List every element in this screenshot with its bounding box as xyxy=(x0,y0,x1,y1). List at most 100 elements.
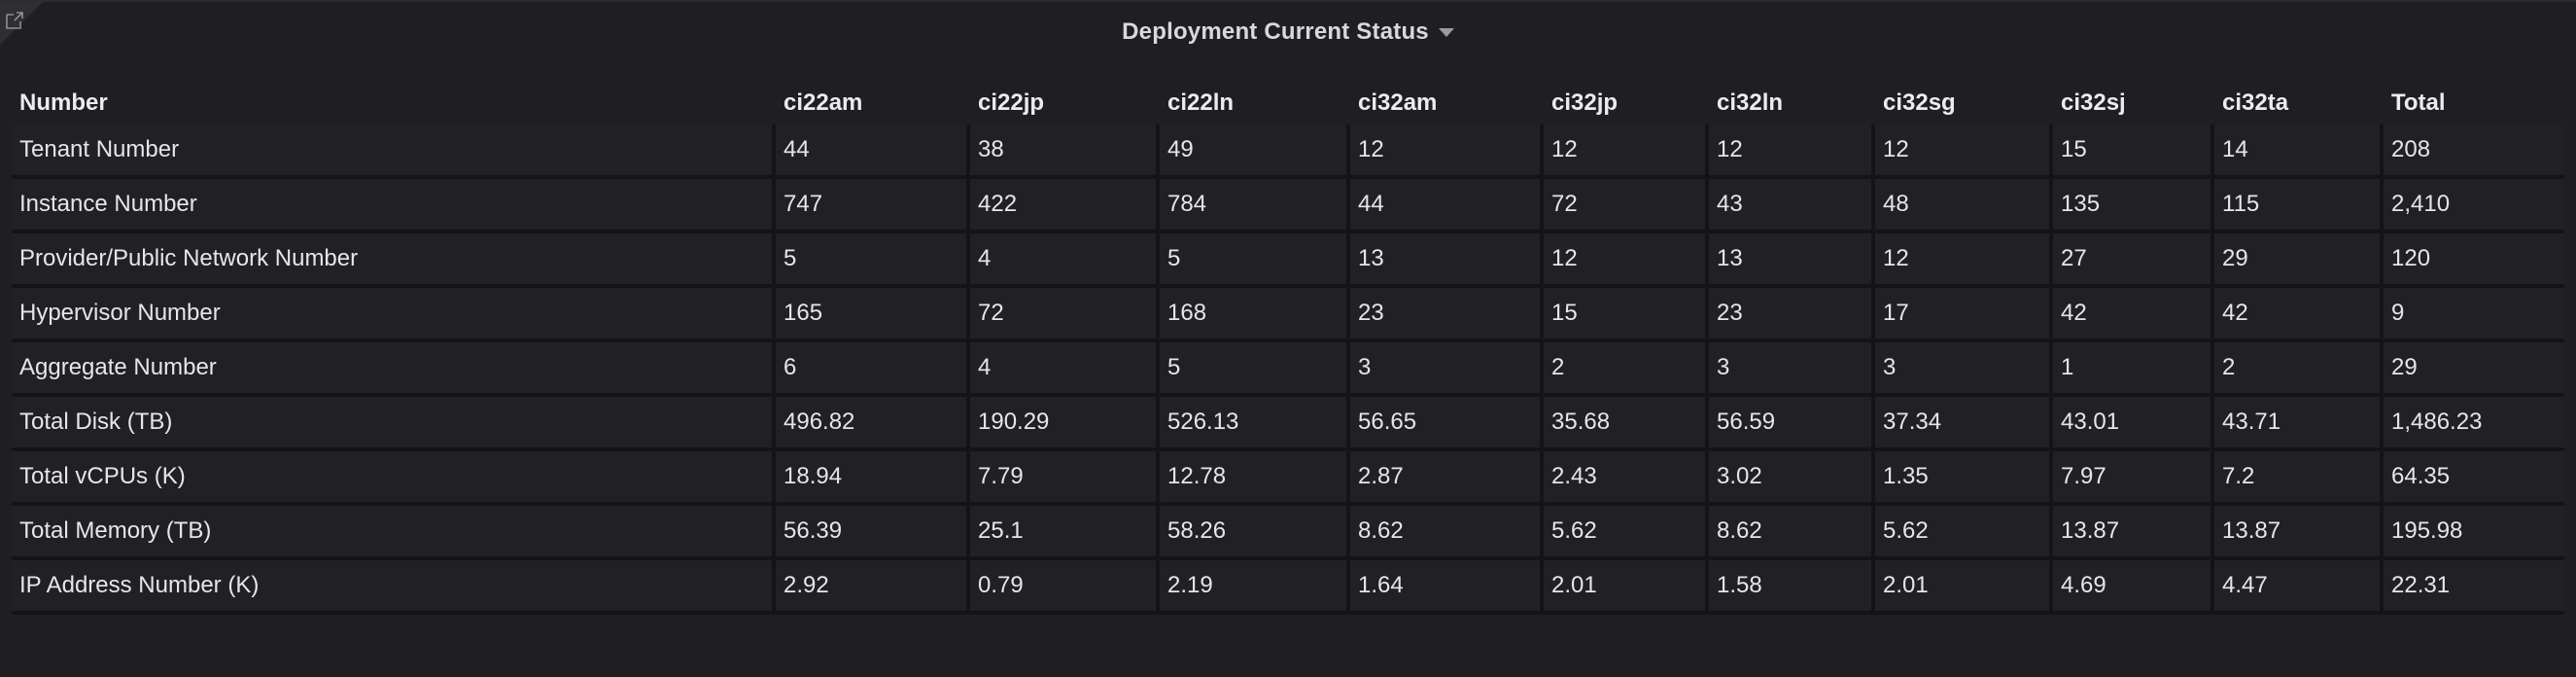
panel-title[interactable]: Deployment Current Status xyxy=(1122,18,1429,45)
table-row: Tenant Number 44 38 49 12 12 12 12 15 14 208 xyxy=(12,125,2564,179)
table-cell: 0.79 xyxy=(970,560,1160,615)
table-cell: 27 xyxy=(2053,233,2214,288)
row-label: Provider/Public Network Number xyxy=(12,233,776,288)
table-cell: 58.26 xyxy=(1160,506,1350,560)
column-header-ci32ta[interactable]: ci32ta xyxy=(2222,89,2289,116)
table-cell: 120 xyxy=(2384,233,2564,288)
table-cell: 208 xyxy=(2384,125,2564,179)
table-cell: 42 xyxy=(2214,288,2384,342)
table-cell: 12 xyxy=(1544,233,1709,288)
table-cell: 9 xyxy=(2384,288,2564,342)
table-cell: 195.98 xyxy=(2384,506,2564,560)
row-label: Total Disk (TB) xyxy=(12,397,776,451)
table-cell: 12 xyxy=(1875,233,2053,288)
table-cell: 2 xyxy=(2214,342,2384,397)
row-label: Total Memory (TB) xyxy=(12,506,776,560)
table-cell: 12.78 xyxy=(1160,451,1350,506)
table-cell: 4 xyxy=(970,233,1160,288)
table-cell: 15 xyxy=(2053,125,2214,179)
table-row: Hypervisor Number 165 72 168 23 15 23 17 42 42 9 xyxy=(12,288,2564,342)
table-cell: 43.71 xyxy=(2214,397,2384,451)
table-cell: 2.01 xyxy=(1875,560,2053,615)
row-label: Hypervisor Number xyxy=(12,288,776,342)
table-cell: 43.01 xyxy=(2053,397,2214,451)
table-cell: 2 xyxy=(1544,342,1709,397)
table-cell: 18.94 xyxy=(776,451,970,506)
table-cell: 23 xyxy=(1709,288,1875,342)
table-cell: 5.62 xyxy=(1544,506,1709,560)
table-row: Provider/Public Network Number 5 4 5 13 12 13 1… xyxy=(12,233,2564,288)
table-cell: 135 xyxy=(2053,179,2214,233)
table-cell: 2.19 xyxy=(1160,560,1350,615)
table-cell: 1,486.23 xyxy=(2384,397,2564,451)
table-cell: 17 xyxy=(1875,288,2053,342)
table-row: Total Memory (TB) 56.39 25.1 58.26 8.62 5.62 8… xyxy=(12,506,2564,560)
table-cell: 747 xyxy=(776,179,970,233)
table-cell: 2.43 xyxy=(1544,451,1709,506)
table-cell: 3 xyxy=(1350,342,1544,397)
table-cell: 1.35 xyxy=(1875,451,2053,506)
table-cell: 38 xyxy=(970,125,1160,179)
table-cell: 12 xyxy=(1544,125,1709,179)
row-label: Instance Number xyxy=(12,179,776,233)
table-body: Tenant Number 44 38 49 12 12 12 12 15 14 208 Instan… xyxy=(12,125,2564,615)
table-cell: 165 xyxy=(776,288,970,342)
chevron-down-icon[interactable] xyxy=(1438,28,1454,38)
table-cell: 48 xyxy=(1875,179,2053,233)
table-cell: 1.58 xyxy=(1709,560,1875,615)
external-link-icon[interactable] xyxy=(4,10,25,31)
table-cell: 7.2 xyxy=(2214,451,2384,506)
table-cell: 115 xyxy=(2214,179,2384,233)
table-cell: 23 xyxy=(1350,288,1544,342)
table-cell: 64.35 xyxy=(2384,451,2564,506)
table-cell: 29 xyxy=(2214,233,2384,288)
table-cell: 56.39 xyxy=(776,506,970,560)
table-cell: 42 xyxy=(2053,288,2214,342)
table-row: Aggregate Number 6 4 5 3 2 3 3 1 2 29 xyxy=(12,342,2564,397)
table-cell: 3 xyxy=(1709,342,1875,397)
table-cell: 13 xyxy=(1350,233,1544,288)
table-cell: 13.87 xyxy=(2214,506,2384,560)
table-cell: 7.79 xyxy=(970,451,1160,506)
table-cell: 29 xyxy=(2384,342,2564,397)
table-cell: 2.01 xyxy=(1544,560,1709,615)
table-cell: 5.62 xyxy=(1875,506,2053,560)
column-header-ci32sg[interactable]: ci32sg xyxy=(1883,89,1956,116)
table-cell: 44 xyxy=(1350,179,1544,233)
column-header-ci32am[interactable]: ci32am xyxy=(1358,89,1438,116)
table-cell: 496.82 xyxy=(776,397,970,451)
column-header-ci22am[interactable]: ci22am xyxy=(783,89,863,116)
table-cell: 2.92 xyxy=(776,560,970,615)
table-cell: 44 xyxy=(776,125,970,179)
table-cell: 49 xyxy=(1160,125,1350,179)
table-cell: 56.59 xyxy=(1709,397,1875,451)
table-cell: 2,410 xyxy=(2384,179,2564,233)
column-header-ci32sj[interactable]: ci32sj xyxy=(2061,89,2126,116)
column-header-ci32ln[interactable]: ci32ln xyxy=(1717,89,1784,116)
row-label: Aggregate Number xyxy=(12,342,776,397)
status-table: Number ci22am ci22jp ci22ln ci32am ci32jp ci32… xyxy=(12,82,2564,615)
row-label: Tenant Number xyxy=(12,125,776,179)
table-cell: 3.02 xyxy=(1709,451,1875,506)
column-header-total[interactable]: Total xyxy=(2391,89,2446,116)
column-header-number[interactable]: Number xyxy=(19,89,108,116)
table-cell: 56.65 xyxy=(1350,397,1544,451)
table-cell: 5 xyxy=(1160,342,1350,397)
table-row: Total vCPUs (K) 18.94 7.79 12.78 2.87 2.43 3.0… xyxy=(12,451,2564,506)
column-header-ci32jp[interactable]: ci32jp xyxy=(1551,89,1619,116)
table-row: IP Address Number (K) 2.92 0.79 2.19 1.64 2.0… xyxy=(12,560,2564,615)
table-cell: 422 xyxy=(970,179,1160,233)
table-cell: 14 xyxy=(2214,125,2384,179)
table-cell: 1.64 xyxy=(1350,560,1544,615)
column-header-ci22jp[interactable]: ci22jp xyxy=(978,89,1045,116)
table-cell: 72 xyxy=(1544,179,1709,233)
panel-corner-link[interactable] xyxy=(0,2,43,45)
table-cell: 25.1 xyxy=(970,506,1160,560)
table-cell: 7.97 xyxy=(2053,451,2214,506)
table-cell: 1 xyxy=(2053,342,2214,397)
table-cell: 8.62 xyxy=(1709,506,1875,560)
table-cell: 784 xyxy=(1160,179,1350,233)
table-cell: 168 xyxy=(1160,288,1350,342)
table-header: Number ci22am ci22jp ci22ln ci32am ci32jp ci32… xyxy=(12,82,2564,125)
column-header-ci22ln[interactable]: ci22ln xyxy=(1167,89,1235,116)
